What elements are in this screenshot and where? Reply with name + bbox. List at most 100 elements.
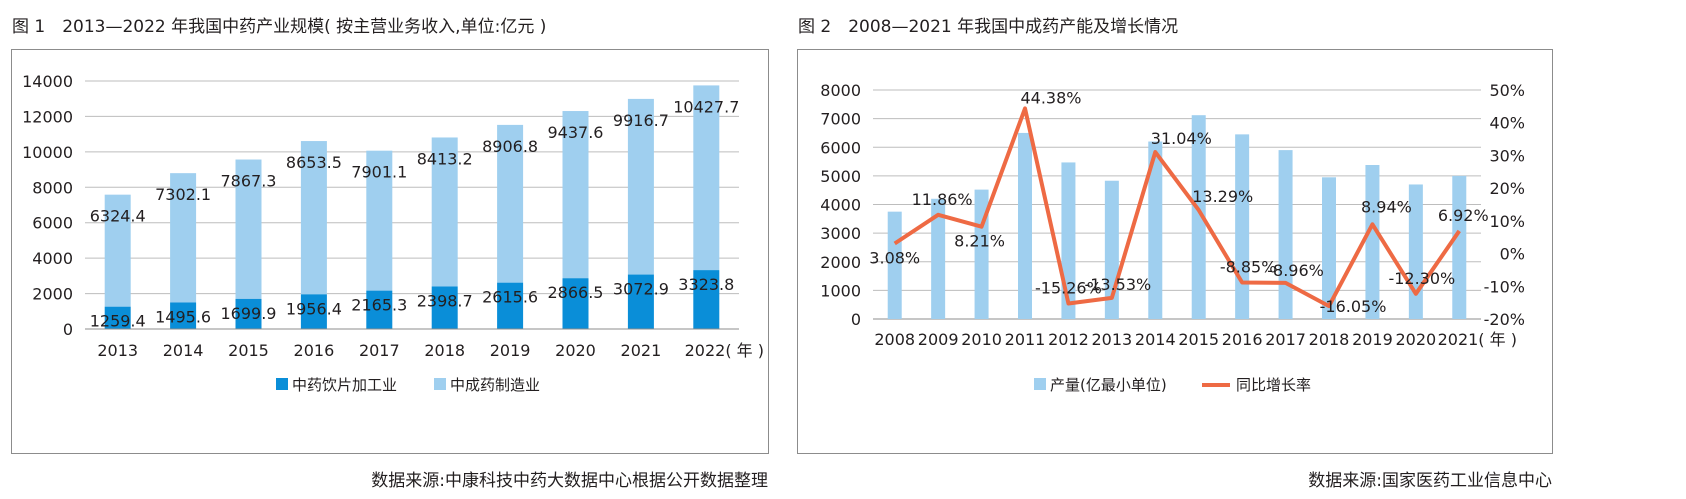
y-tick-label: 8000 [32,178,73,197]
data-label: 2165.3 [351,296,407,315]
y-left-tick-label: 8000 [820,81,861,100]
data-label: 3323.8 [678,275,734,294]
figure-2-chart: 0 1000 2000 3000 4000 5000 6000 7000 8000 -20% -10… [820,81,1525,394]
bar-output [931,198,946,319]
line-data-label: 31.04% [1151,129,1212,148]
x-tick-label: 2013 [1091,330,1132,349]
y-right-tick-label: -20% [1484,310,1525,329]
data-label: 1495.6 [155,308,211,327]
x-tick-label: 2020 [555,341,596,360]
x-tick-label: 2015 [228,341,269,360]
line-data-label: 8.21% [954,232,1005,251]
x-tick-label: 2019 [490,341,531,360]
y-right-tick-label: -10% [1484,277,1525,296]
bar-output [887,211,902,319]
bar-output [1235,134,1250,319]
figure-2-title: 图 2 2008—2021 年我国中成药产能及增长情况 [798,17,1179,37]
y-tick-label: 4000 [32,249,73,268]
data-label: 6324.4 [90,207,146,226]
x-tick-label: 2022( 年 ) [685,341,764,360]
y-left-tick-label: 5000 [820,167,861,186]
figure-1-panel: 0 2000 4000 6000 8000 10000 12000 14000 1259.4 63… [11,49,769,454]
y-left-tick-label: 7000 [820,110,861,129]
legend-label: 中成药制造业 [450,376,540,394]
bar-segment-chengyao [627,98,654,275]
bar-segment-chengyao [693,85,720,271]
bar-segment-yinpian [366,290,393,329]
legend-label: 产量(亿最小单位) [1050,376,1167,394]
y-left-tick-label: 0 [851,310,861,329]
data-label: 9916.7 [613,111,669,130]
bar-segment-yinpian [104,306,131,329]
data-label: 1699.9 [221,304,277,323]
y-left-tick-label: 6000 [820,138,861,157]
bar-segment-chengyao [366,150,393,291]
y-right-tick-label: 20% [1489,179,1525,198]
x-tick-label: 2010 [961,330,1002,349]
line-data-label: -15.26% [1035,278,1102,297]
bar-segment-yinpian [300,294,327,329]
line-data-label: 3.08% [869,248,920,267]
x-tick-label: 2014 [163,341,204,360]
bar-segment-chengyao [235,159,262,299]
legend-label: 中药饮片加工业 [292,376,397,394]
bar-segment-chengyao [104,194,131,307]
data-label: 8906.8 [482,137,538,156]
line-data-label: 13.29% [1192,187,1253,206]
bar-output [1148,141,1163,319]
x-tick-label: 2008 [874,330,915,349]
data-label: 7867.3 [221,172,277,191]
bar-segment-yinpian [170,302,197,329]
line-data-label: 8.94% [1361,197,1412,216]
x-tick-label: 2016 [1222,330,1263,349]
data-label: 2398.7 [417,292,473,311]
data-label: 2866.5 [548,283,604,302]
line-data-label: -13.53% [1084,275,1151,294]
y-right-tick-label: 30% [1489,146,1525,165]
bar-output [1018,132,1032,319]
bar-output [1278,150,1293,319]
x-tick-label: 2019 [1352,330,1393,349]
y-left-tick-label: 4000 [820,196,861,215]
data-label: 2615.6 [482,288,538,307]
bar-segment-yinpian [627,274,654,329]
data-label: 3072.9 [613,280,669,299]
figure-2-panel: 0 1000 2000 3000 4000 5000 6000 7000 8000 -20% -10… [797,49,1553,454]
y-left-tick-label: 3000 [820,224,861,243]
data-label: 8413.2 [417,149,473,168]
legend-swatch [276,378,288,390]
y-tick-label: 0 [63,320,73,339]
line-data-label: 44.38% [1020,88,1081,107]
legend-swatch [434,378,446,390]
x-tick-label: 2015 [1178,330,1219,349]
x-tick-label: 2016 [294,341,335,360]
data-label: 9437.6 [548,123,604,142]
legend-swatch [1034,378,1046,390]
bar-segment-chengyao [431,137,458,287]
x-tick-label: 2021( 年 ) [1438,330,1517,349]
bar-segment-chengyao [497,124,524,283]
data-label: 1259.4 [90,312,146,331]
figure-1-source: 数据来源:中康科技中药大数据中心根据公开数据整理 [371,471,768,491]
bar-output [1322,177,1336,319]
bar-segment-chengyao [170,173,197,303]
y-tick-label: 10000 [22,143,73,162]
line-data-label: 11.86% [912,190,973,209]
bar-segment-yinpian [497,282,524,329]
bar-segment-yinpian [693,270,720,329]
x-tick-label: 2021 [621,341,662,360]
y-tick-label: 12000 [22,107,73,126]
y-tick-label: 6000 [32,214,73,233]
x-tick-label: 2009 [918,330,959,349]
y-left-tick-label: 1000 [820,281,861,300]
y-right-tick-label: 50% [1489,81,1525,100]
y-tick-label: 2000 [32,285,73,304]
bar-output [1191,115,1206,319]
bar-output [1365,164,1380,319]
line-data-label: 6.92% [1438,206,1489,225]
x-tick-label: 2012 [1048,330,1089,349]
bar-segment-chengyao [300,141,327,295]
x-tick-label: 2017 [359,341,400,360]
data-label: 10427.7 [673,97,739,116]
x-tick-label: 2013 [97,341,138,360]
